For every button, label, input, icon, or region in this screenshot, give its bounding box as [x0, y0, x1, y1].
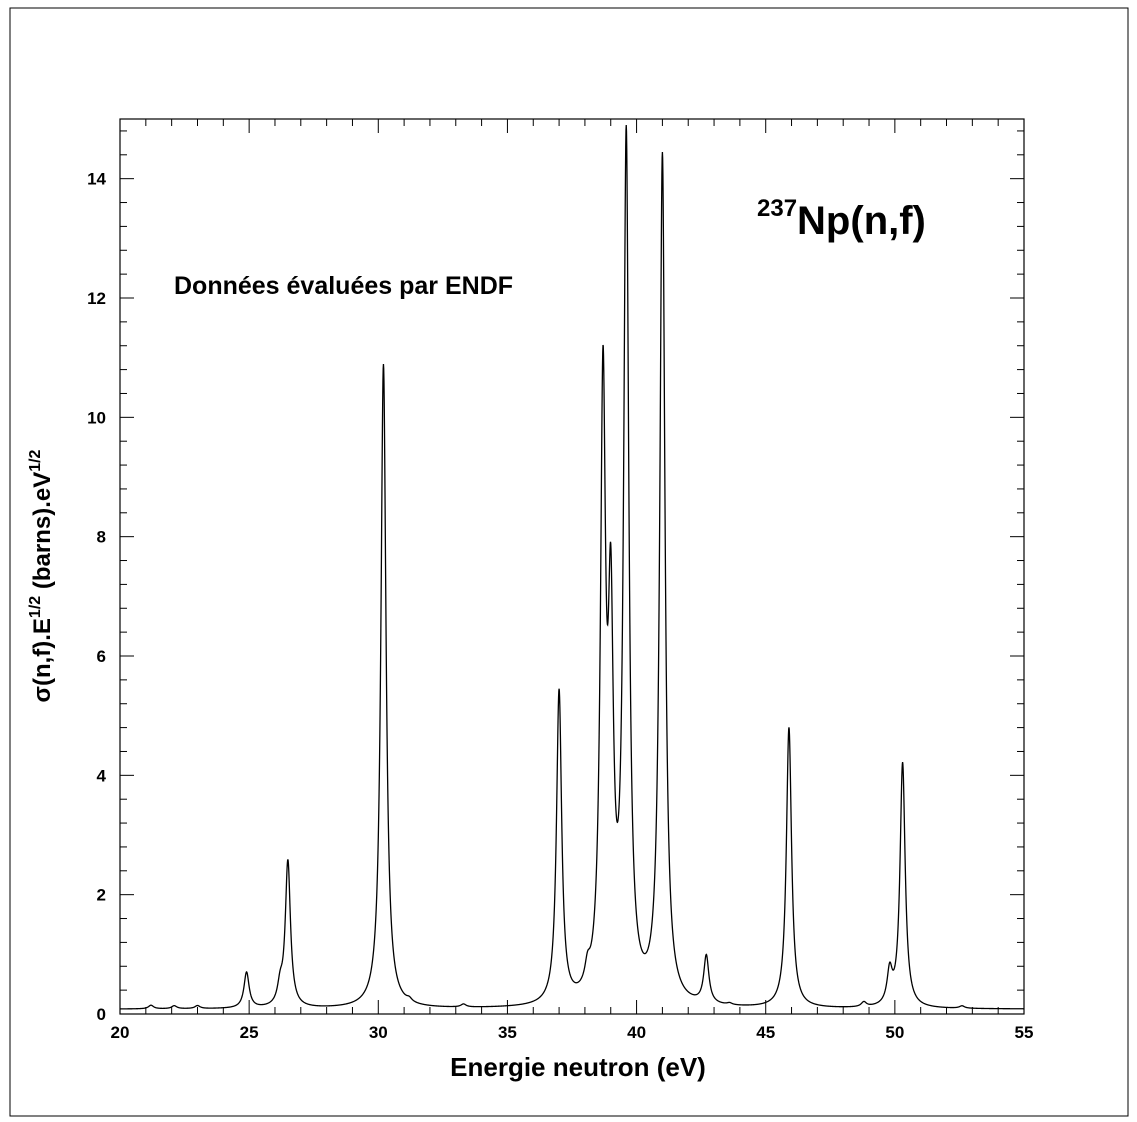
y-axis-title-prefix: σ(n,f).E [29, 618, 56, 702]
x-axis-ticks: 20 25 30 35 40 45 50 55 [111, 119, 1034, 1042]
x-tick-label: 25 [240, 1023, 259, 1042]
y-axis-ticks: 0 2 4 6 8 10 12 14 [87, 130, 1024, 1024]
y-axis-title-middle: (barns).eV [29, 472, 56, 596]
x-tick-label: 40 [627, 1023, 646, 1042]
x-tick-label: 50 [885, 1023, 904, 1042]
y-tick-label: 2 [97, 886, 106, 905]
series-group [120, 124, 1024, 1010]
y-tick-label: 14 [87, 170, 106, 189]
x-tick-label: 20 [111, 1023, 130, 1042]
x-tick-label: 35 [498, 1023, 517, 1042]
y-tick-label: 0 [97, 1005, 106, 1024]
x-tick-label: 30 [369, 1023, 388, 1042]
reaction-label: Np(n,f) [797, 199, 926, 243]
y-tick-label: 6 [97, 647, 106, 666]
y-tick-label: 8 [97, 528, 106, 547]
y-tick-label: 4 [97, 766, 107, 785]
x-tick-label: 55 [1015, 1023, 1034, 1042]
x-tick-label: 45 [756, 1023, 775, 1042]
y-axis-title-exponent-2: 1/2 [27, 449, 44, 471]
plot-area-frame [119, 118, 1025, 1015]
x-axis-title: Energie neutron (eV) [450, 1052, 706, 1082]
cross-section-line [120, 124, 1024, 1010]
reaction-mass-number: 237 [757, 195, 797, 222]
y-axis-title-exponent-1: 1/2 [27, 596, 44, 618]
page-frame [9, 7, 1129, 1117]
source-annotation: Données évaluées par ENDF [174, 272, 513, 300]
y-axis-title: σ(n,f).E1/2 (barns).eV1/2 [27, 449, 56, 702]
reaction-annotation: 237Np(n,f) [757, 195, 926, 243]
y-tick-label: 10 [87, 408, 106, 427]
y-tick-label: 12 [87, 289, 106, 308]
